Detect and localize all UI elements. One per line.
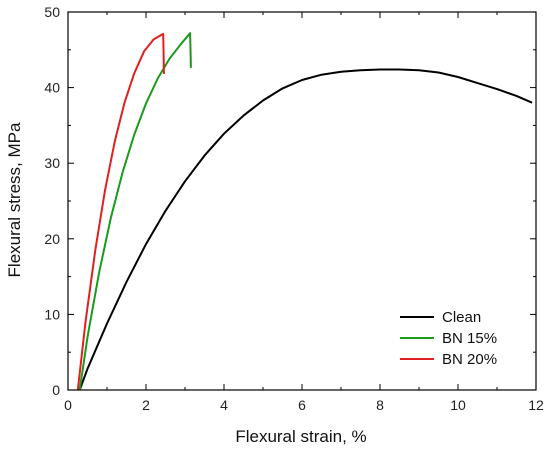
x-axis-title: Flexural strain, % [235, 427, 366, 446]
legend-label-bn-15: BN 15% [442, 330, 497, 347]
series-line-bn-15 [78, 32, 192, 391]
legend-label-bn-20: BN 20% [442, 351, 497, 368]
y-tick-label: 20 [44, 231, 60, 247]
y-tick-label: 0 [52, 382, 60, 398]
y-tick-label: 50 [44, 4, 60, 20]
series-line-bn-20 [76, 32, 165, 391]
x-tick-label: 4 [220, 397, 228, 413]
x-tick-label: 0 [64, 397, 72, 413]
y-tick-label: 40 [44, 80, 60, 96]
axis-ticks [67, 11, 537, 391]
x-tick-label: 2 [142, 397, 150, 413]
series-line-clean [78, 68, 533, 391]
x-tick-label: 8 [376, 397, 384, 413]
plot-lines [76, 32, 533, 391]
legend: Clean BN 15% BN 20% [400, 309, 497, 368]
x-tick-label: 6 [298, 397, 306, 413]
y-tick-label: 30 [44, 155, 60, 171]
y-tick-label: 10 [44, 306, 60, 322]
x-tick-label: 12 [528, 397, 544, 413]
legend-label-clean: Clean [442, 309, 481, 326]
y-axis-title: Flexural stress, MPa [5, 122, 24, 277]
x-tick-label: 10 [450, 397, 466, 413]
axis-tick-labels: 0 2 4 6 8 10 12 0 10 20 30 40 50 [44, 4, 544, 413]
